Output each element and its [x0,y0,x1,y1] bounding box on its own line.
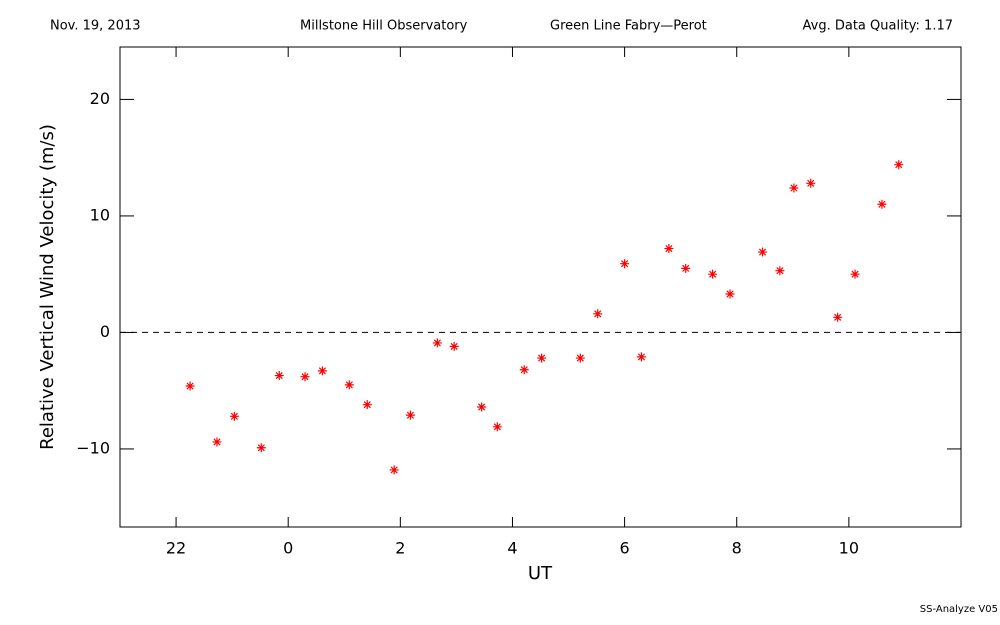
x-tick-label: 6 [620,539,630,558]
data-point [620,259,630,269]
data-point [477,402,487,412]
plot-frame [119,46,962,528]
data-point [833,312,843,322]
data-point [185,381,195,391]
x-tick-label: 10 [839,539,859,558]
data-point [894,160,904,170]
data-point [681,263,691,273]
data-point [636,352,646,362]
y-axis-label: Relative Vertical Wind Velocity (m/s) [37,124,58,450]
header-instrument: Green Line Fabry—Perot [550,19,707,34]
y-tick-label: 20 [90,89,110,108]
data-point [274,371,284,381]
data-point [344,380,354,390]
data-point [708,269,718,279]
x-tick-label: 4 [507,539,517,558]
data-point [256,443,266,453]
x-tick-label: 22 [166,539,186,558]
data-point [850,269,860,279]
y-tick-label: 10 [90,205,110,224]
data-point [432,338,442,348]
header-observatory: Millstone Hill Observatory [300,19,468,34]
data-point [300,372,310,382]
data-point [575,353,585,363]
data-point [405,410,415,420]
data-point [389,465,399,475]
data-point [492,422,502,432]
data-point [806,178,816,188]
header-date: Nov. 19, 2013 [50,19,141,34]
data-point [519,365,529,375]
data-point [212,437,222,447]
data-point [789,183,799,193]
footer: SS-Analyze V05 [920,604,998,615]
data-point [664,244,674,254]
data-point [725,289,735,299]
y-tick-label: −10 [76,438,110,457]
data-point [449,341,459,351]
header-quality: Avg. Data Quality: 1.17 [803,19,953,34]
data-point [362,400,372,410]
data-point [593,309,603,319]
data-point [877,199,887,209]
data-point [229,411,239,421]
data-point [317,366,327,376]
y-tick-label: 0 [100,322,110,341]
x-tick-label: 0 [283,539,293,558]
data-point [775,266,785,276]
data-point [758,247,768,257]
data-point [537,353,547,363]
x-tick-label: 8 [732,539,742,558]
x-tick-label: 2 [395,539,405,558]
x-axis-label: UT [528,563,553,584]
